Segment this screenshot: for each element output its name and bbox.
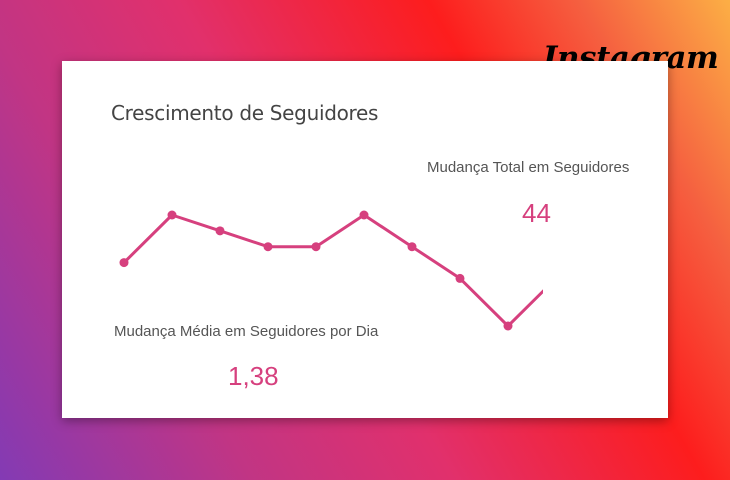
- followers-line-chart: [119, 210, 543, 331]
- data-point: [503, 321, 513, 331]
- avg-change-value: 1,38: [228, 361, 279, 391]
- data-point: [455, 273, 465, 283]
- followers-growth-card: Crescimento de Seguidores Mudança Total …: [62, 61, 668, 418]
- data-point: [359, 210, 369, 220]
- series-line: [122, 213, 543, 328]
- data-point: [311, 242, 321, 252]
- data-point: [407, 242, 417, 252]
- total-change-value: 44: [522, 198, 551, 228]
- card-title: Crescimento de Seguidores: [111, 101, 379, 125]
- total-change-label: Mudança Total em Seguidores: [427, 159, 630, 176]
- data-point: [119, 258, 129, 268]
- data-point: [215, 226, 225, 236]
- data-point: [167, 210, 177, 220]
- avg-change-label: Mudança Média em Seguidores por Dia: [114, 323, 379, 340]
- data-point: [263, 242, 273, 252]
